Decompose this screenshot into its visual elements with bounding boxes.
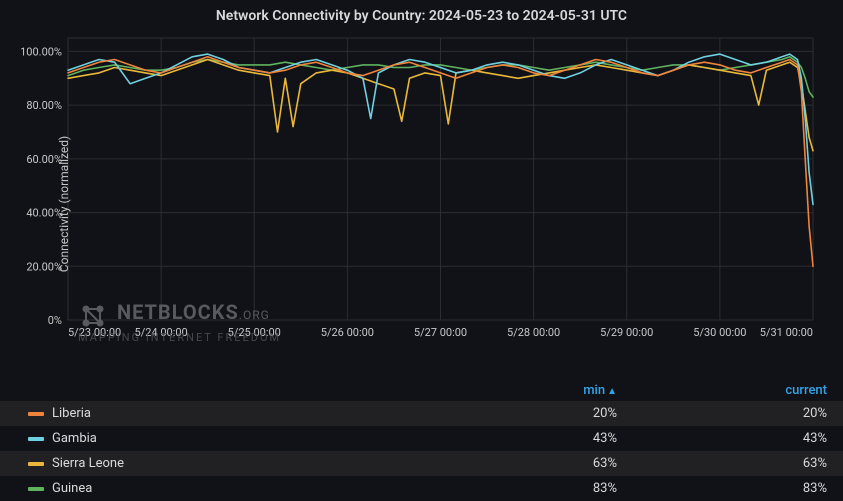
- legend-row[interactable]: Sierra Leone63%63%: [0, 451, 843, 476]
- legend-series-name[interactable]: Gambia: [0, 426, 448, 451]
- panel-title: Network Connectivity by Country: 2024-05…: [0, 0, 843, 28]
- legend-current-value: 83%: [633, 476, 843, 501]
- legend-table: min▲ current Liberia20%20%Gambia43%43%Si…: [0, 380, 843, 501]
- svg-text:5/24 00:00: 5/24 00:00: [135, 326, 188, 339]
- panel: Network Connectivity by Country: 2024-05…: [0, 0, 843, 501]
- svg-text:5/26 00:00: 5/26 00:00: [321, 326, 374, 339]
- chart-area: Connectivity (normalized) 0%20.00%40.00%…: [0, 28, 823, 380]
- legend-series-name[interactable]: Guinea: [0, 476, 448, 501]
- legend-min-value: 83%: [448, 476, 633, 501]
- legend-min-value: 63%: [448, 451, 633, 476]
- line-chart: 0%20.00%40.00%60.00%80.00%100.00%5/23 00…: [0, 28, 823, 348]
- svg-text:5/29 00:00: 5/29 00:00: [600, 326, 653, 339]
- legend-row[interactable]: Gambia43%43%: [0, 426, 843, 451]
- legend-swatch: [28, 412, 44, 416]
- sort-asc-icon: ▲: [607, 386, 617, 397]
- svg-text:5/23 00:00: 5/23 00:00: [68, 326, 121, 339]
- legend-header-min[interactable]: min▲: [448, 380, 633, 401]
- legend-row[interactable]: Guinea83%83%: [0, 476, 843, 501]
- legend-current-value: 43%: [633, 426, 843, 451]
- legend-current-value: 63%: [633, 451, 843, 476]
- svg-text:100.00%: 100.00%: [20, 45, 62, 58]
- legend-series-name[interactable]: Sierra Leone: [0, 451, 448, 476]
- legend-header-current[interactable]: current: [633, 380, 843, 401]
- y-axis-label: Connectivity (normalized): [57, 136, 71, 272]
- legend-min-value: 43%: [448, 426, 633, 451]
- svg-text:5/31 00:00: 5/31 00:00: [760, 326, 813, 339]
- legend-swatch: [28, 437, 44, 441]
- legend-row[interactable]: Liberia20%20%: [0, 401, 843, 426]
- svg-text:80.00%: 80.00%: [26, 99, 62, 112]
- legend-min-value: 20%: [448, 401, 633, 426]
- legend-swatch: [28, 487, 44, 491]
- legend-series-name[interactable]: Liberia: [0, 401, 448, 426]
- legend-header-name[interactable]: [0, 380, 448, 401]
- svg-text:5/27 00:00: 5/27 00:00: [414, 326, 467, 339]
- svg-text:0%: 0%: [48, 314, 62, 327]
- svg-text:5/25 00:00: 5/25 00:00: [228, 326, 281, 339]
- svg-text:5/30 00:00: 5/30 00:00: [693, 326, 746, 339]
- legend-current-value: 20%: [633, 401, 843, 426]
- legend-swatch: [28, 462, 44, 466]
- svg-text:5/28 00:00: 5/28 00:00: [507, 326, 560, 339]
